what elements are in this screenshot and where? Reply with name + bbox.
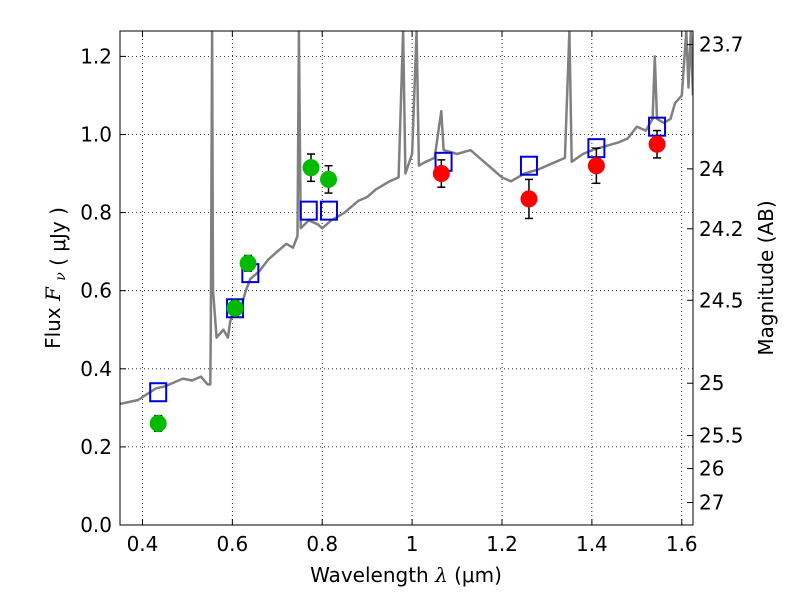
x-axis-label-unit: (μm) [454,563,502,587]
model-flux-square [299,200,318,221]
y-axis: 0.0 0.2 0.4 0.6 0.8 1.0 1.2 [80,44,126,537]
y-axis-label: Flux F ν ( μJy ) [41,207,70,349]
observed-flux-point [226,299,244,317]
y2-tick-label: 27 [699,491,724,515]
y2-tick-label: 24.5 [699,288,744,312]
y2-tick-label: 24 [699,157,724,181]
plot-frame [119,30,694,526]
x-tick-label: 1 [406,532,419,556]
y-tick-label: 0.4 [80,357,112,381]
model-spectrum-line [120,31,693,406]
y-tick-label: 0.8 [80,201,112,225]
observed-flux-point [648,135,666,153]
x-axis-label: Wavelength λ (μm) [310,563,502,587]
grid [120,31,693,526]
y-tick-label: 1.0 [80,122,112,146]
y-axis-label-unit: ( μJy ) [46,207,70,266]
data-marks [149,116,667,433]
y-tick-label: 0.0 [80,513,112,537]
y2-tick-label: 25.5 [699,424,744,448]
x-tick-label: 0.8 [306,532,338,556]
model-flux-square [519,155,538,176]
x-axis-label-symbol: λ [434,563,448,587]
magnitude-axis: 23.7 24 24.2 24.5 25 25.5 26 27 [687,33,744,515]
observed-flux-point [302,159,320,177]
y-tick-label: 0.2 [80,435,112,459]
model-flux-square [149,382,168,403]
x-tick-label: 1.6 [666,532,698,556]
y-tick-label: 1.2 [80,44,112,68]
y2-tick-label: 26 [699,457,724,481]
y2-axis-label: Magnitude (AB) [754,200,778,355]
x-tick-label: 1.4 [576,532,608,556]
observed-flux-point [587,157,605,175]
observed-flux-point [520,190,538,208]
model-spectrum-layer [120,31,693,406]
y2-tick-label: 25 [699,371,724,395]
x-tick-label: 0.6 [216,532,248,556]
y-axis-label-subscript: ν [53,272,69,281]
y-axis-label-symbol: F [41,286,65,302]
x-tick-label: 0.4 [127,532,159,556]
observed-flux-point [239,254,257,272]
y-axis-label-text: Flux [41,307,65,349]
y2-tick-label: 24.2 [699,217,744,241]
observed-flux-point [320,170,338,188]
x-tick-label: 1.2 [486,532,518,556]
model-flux-square [319,200,338,221]
x-axis-label-text: Wavelength [310,563,429,587]
y2-tick-label: 23.7 [699,33,744,57]
x-axis: 0.4 0.6 0.8 1 1.2 1.4 1.6 [127,31,698,556]
observed-flux-point [149,414,167,432]
y-tick-label: 0.6 [80,279,112,303]
observed-flux-point [432,165,450,183]
